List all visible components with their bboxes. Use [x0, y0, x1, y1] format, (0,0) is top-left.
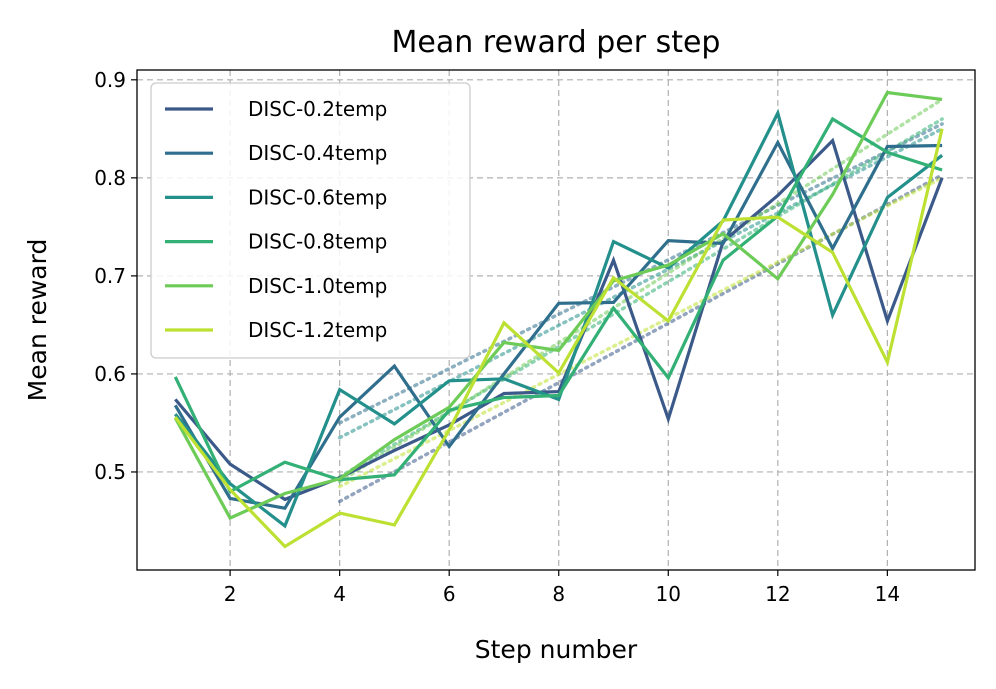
legend-label: DISC-0.2temp	[248, 97, 387, 121]
plot-frame	[136, 69, 976, 571]
trend-line	[337, 97, 944, 484]
x-tick-label: 14	[875, 582, 900, 606]
series-line	[174, 128, 944, 549]
y-tick-label: 0.8	[94, 166, 126, 190]
legend-label: DISC-0.4temp	[248, 141, 387, 165]
y-tick-label: 0.7	[94, 264, 126, 288]
x-axis-label: Step number	[475, 635, 638, 664]
y-axis-ticks: 0.5 0.6 0.7 0.8 0.9	[94, 68, 137, 484]
y-tick-label: 0.9	[94, 68, 126, 92]
series-line	[173, 116, 943, 494]
x-axis-ticks: 2 4 6 8 10 12 14	[224, 570, 900, 606]
series-line	[173, 90, 943, 521]
legend-label: DISC-0.8temp	[248, 230, 387, 254]
x-tick-label: 2	[224, 582, 237, 606]
series-line	[174, 108, 944, 529]
y-axis-label: Mean reward	[23, 239, 52, 402]
legend-label: DISC-1.0temp	[248, 274, 387, 298]
x-tick-label: 10	[656, 582, 681, 606]
x-tick-label: 8	[552, 582, 565, 606]
legend-label: DISC-0.6temp	[248, 185, 387, 209]
series-line	[174, 137, 944, 502]
x-tick-label: 12	[765, 582, 790, 606]
y-tick-label: 0.6	[94, 362, 126, 386]
legend: DISC-0.2temp DISC-0.4temp DISC-0.6temp DISC…	[150, 82, 471, 359]
x-tick-label: 6	[443, 582, 456, 606]
chart-title: Mean reward per step	[392, 25, 721, 60]
series-lines	[173, 90, 944, 549]
x-tick-label: 4	[333, 582, 346, 606]
y-tick-label: 0.5	[94, 460, 126, 484]
legend-box	[150, 82, 471, 359]
legend-label: DISC-1.2temp	[248, 318, 387, 342]
